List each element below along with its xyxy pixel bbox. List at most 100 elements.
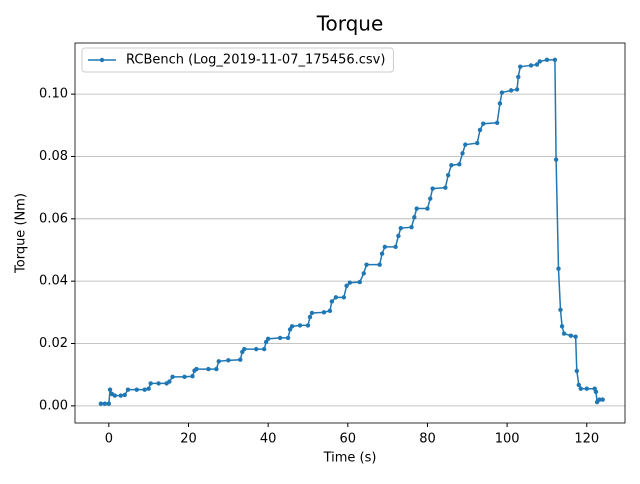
data-point — [537, 59, 542, 64]
data-point — [167, 379, 172, 384]
data-point — [574, 368, 580, 374]
x-tick-label: 100 — [495, 432, 520, 447]
data-point — [576, 382, 582, 388]
data-point — [309, 310, 315, 316]
plot-frame — [74, 42, 626, 424]
legend-marker — [99, 57, 105, 63]
data-point — [559, 324, 565, 329]
series-line — [100, 59, 603, 405]
data-point — [460, 151, 465, 156]
data-point — [544, 57, 550, 63]
data-point — [307, 314, 313, 320]
data-point — [216, 359, 221, 364]
data-point — [327, 308, 333, 313]
data-point — [170, 374, 175, 380]
data-point — [242, 346, 247, 352]
data-point — [552, 57, 558, 63]
data-point — [528, 63, 534, 68]
data-point — [206, 366, 211, 372]
data-point — [497, 101, 503, 106]
data-point — [289, 324, 295, 329]
data-point — [214, 366, 219, 372]
data-point — [182, 374, 187, 380]
data-point — [125, 387, 131, 392]
data-point — [361, 271, 366, 276]
data-point — [414, 206, 419, 211]
data-point — [285, 335, 291, 341]
data-point — [449, 162, 454, 168]
y-tick-label: 0.00 — [39, 398, 68, 413]
y-tick-label: 0.02 — [39, 336, 68, 351]
data-point — [553, 157, 559, 162]
data-point — [443, 185, 448, 190]
x-axis-label: Time (s) — [323, 451, 377, 466]
legend-box — [81, 47, 394, 73]
x-tick-label: 40 — [260, 432, 277, 447]
data-point — [558, 307, 563, 313]
data-point — [254, 346, 259, 352]
chart-title: Torque — [316, 12, 384, 36]
legend-label: RCBench (Log_2019-11-07_175456.csv) — [126, 53, 385, 68]
data-point — [463, 142, 468, 147]
data-point — [112, 393, 118, 398]
data-point — [265, 336, 271, 342]
data-point — [377, 262, 382, 267]
data-point — [412, 215, 417, 220]
data-point — [142, 387, 147, 392]
data-point — [238, 357, 243, 362]
data-point — [568, 333, 574, 338]
data-point — [263, 339, 269, 345]
data-point — [344, 283, 349, 289]
data-point — [430, 186, 435, 191]
data-point — [357, 279, 362, 285]
data-point — [425, 206, 430, 211]
data-point — [593, 389, 599, 395]
data-point — [561, 331, 567, 336]
y-tick-label: 0.08 — [39, 149, 68, 164]
data-point — [518, 64, 523, 69]
data-point — [261, 346, 267, 352]
x-tick-label: 0 — [105, 432, 113, 447]
data-point — [364, 262, 369, 267]
data-point — [475, 140, 480, 146]
data-point — [445, 172, 451, 178]
data-point — [393, 244, 398, 250]
data-point — [494, 120, 500, 126]
data-point — [305, 323, 311, 328]
data-point — [102, 401, 108, 406]
data-point — [122, 392, 127, 398]
data-point — [226, 358, 231, 363]
data-point — [457, 162, 462, 167]
y-tick-label: 0.06 — [39, 211, 68, 226]
data-point — [379, 251, 385, 256]
data-point — [508, 88, 514, 93]
data-point — [477, 127, 483, 133]
data-point — [382, 244, 388, 250]
data-point — [428, 196, 433, 201]
data-point — [534, 62, 540, 67]
x-tick-label: 120 — [574, 432, 599, 447]
x-tick-label: 20 — [180, 432, 197, 447]
data-point — [556, 266, 561, 271]
data-point — [106, 401, 112, 406]
y-tick-label: 0.10 — [39, 87, 68, 102]
data-point — [118, 393, 124, 398]
x-tick-label: 80 — [419, 432, 436, 447]
y-tick-label: 0.04 — [39, 274, 68, 289]
data-point — [409, 225, 414, 230]
x-tick-label: 60 — [340, 432, 357, 447]
data-point — [481, 121, 486, 126]
data-point — [398, 225, 403, 231]
data-point — [584, 386, 589, 391]
y-axis-label: Torque (Nm) — [14, 193, 29, 274]
data-point — [156, 381, 161, 386]
data-point — [516, 74, 521, 80]
data-point — [597, 397, 602, 402]
data-point — [347, 280, 353, 285]
data-point — [499, 90, 505, 95]
data-point — [287, 327, 293, 332]
legend: RCBench (Log_2019-11-07_175456.csv) — [81, 47, 394, 73]
data-point — [573, 334, 578, 339]
